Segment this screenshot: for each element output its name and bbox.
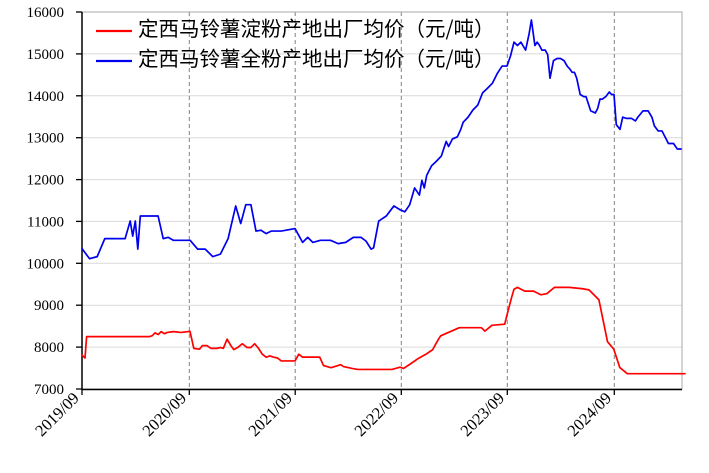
svg-text:8000: 8000 [34,340,64,356]
svg-text:11000: 11000 [27,214,64,230]
svg-text:9000: 9000 [34,298,64,314]
svg-text:10000: 10000 [27,256,65,272]
svg-text:7000: 7000 [34,382,64,398]
svg-text:15000: 15000 [27,47,65,63]
svg-text:16000: 16000 [27,5,65,21]
svg-text:定西马铃薯全粉产地出厂均价（元/吨）: 定西马铃薯全粉产地出厂均价（元/吨） [138,42,495,72]
svg-text:定西马铃薯淀粉产地出厂均价（元/吨）: 定西马铃薯淀粉产地出厂均价（元/吨） [138,12,495,42]
svg-text:14000: 14000 [27,89,65,105]
svg-text:12000: 12000 [27,173,65,189]
svg-text:13000: 13000 [27,131,65,147]
